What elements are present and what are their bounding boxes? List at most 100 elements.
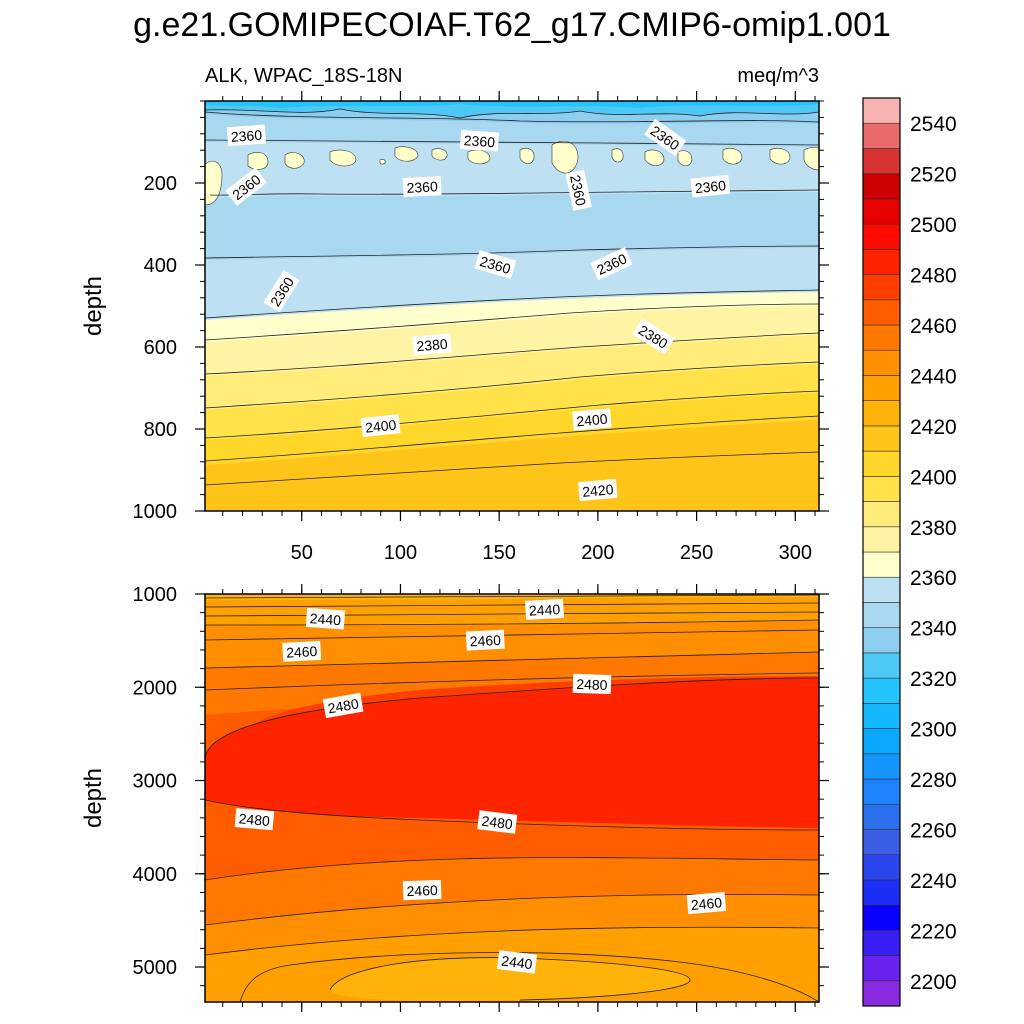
colorbar: 2200 2220 2240 2260 2280 2300 2320 2340 2360 2380… [862, 97, 957, 1007]
contour-label-bg [590, 247, 633, 281]
x-tick-label: 50 [291, 542, 313, 564]
colorbar-swatch [862, 450, 901, 477]
contour-label: 2460 [402, 879, 442, 901]
colorbar-swatch [862, 274, 901, 301]
colorbar-tick-label: 2520 [910, 164, 957, 187]
colorbar-tick-label: 2200 [910, 971, 957, 994]
contour-label-text: 2360 [463, 132, 495, 150]
colorbar-swatch [862, 501, 901, 528]
colorbar-swatch [862, 425, 901, 452]
contour-label: 2420 [578, 478, 618, 502]
colorbar-swatch [862, 728, 901, 755]
lower-plot-frame [204, 593, 820, 1003]
x-tick-label: 200 [581, 542, 614, 564]
contour-label: 2440 [305, 607, 346, 630]
y-tick-label: 1000 [133, 501, 178, 523]
contour-label: 2360 [226, 124, 267, 147]
contour-label-bg [234, 808, 275, 831]
upper-y-axis: 200 400 600 800 1000 [133, 100, 829, 523]
contour-label-text: 2380 [416, 336, 449, 355]
x-tick-label: 250 [680, 542, 713, 564]
contour-label-bg [402, 879, 442, 901]
contour-label-text: 2440 [529, 601, 561, 619]
contour-label: 2460 [282, 640, 322, 662]
colorbar-swatch [862, 576, 901, 603]
contour-label-bg [360, 414, 401, 438]
contour-label: 2360 [590, 247, 633, 281]
contour-label-bg [525, 598, 565, 620]
contour-label-text: 2360 [230, 127, 262, 145]
contour-label-text: 2480 [326, 695, 360, 716]
contour-label-bg [322, 692, 364, 719]
y-tick-label: 600 [144, 337, 177, 359]
colorbar-tick-label: 2260 [910, 819, 957, 842]
y-tick-label: 1000 [133, 584, 178, 606]
colorbar-swatch [862, 627, 901, 654]
contour-label-text: 2480 [576, 676, 608, 693]
contour-label-bg [572, 408, 612, 431]
colorbar-swatch [862, 803, 901, 830]
colorbar-swatch [862, 602, 901, 628]
contour-label-text: 2360 [406, 178, 438, 196]
contour-label: 2480 [322, 692, 364, 719]
upper-x-axis: 50 100 150 200 250 300 [222, 91, 816, 564]
colorbar-swatch [862, 526, 901, 553]
colorbar-swatch [862, 400, 901, 427]
x-tick-label: 300 [779, 542, 812, 564]
contour-label-text: 2460 [406, 882, 438, 899]
contour-label-bg [282, 640, 322, 662]
contour-label-bg [686, 891, 727, 915]
colorbar-tick-label: 2360 [910, 567, 957, 590]
contour-label-bg [412, 333, 452, 356]
contour-label: 2480 [572, 673, 612, 695]
contour-label-text: 2480 [238, 810, 271, 829]
contour-label: 2360 [402, 176, 442, 198]
contour-label-bg [263, 270, 300, 313]
contour-label-bg [474, 250, 517, 279]
contour-label: 2440 [496, 950, 538, 974]
colorbar-tick-label: 2240 [910, 870, 957, 893]
lower-contour-labels: 2440 2440 2460 2460 2480 2480 2480 2480 2460 2460… [234, 598, 727, 974]
contour-label-text: 2440 [309, 610, 341, 628]
contour-label: 2360 [565, 169, 592, 211]
colorbar-swatch [862, 551, 901, 578]
contour-label: 2400 [360, 414, 401, 438]
colorbar-tick-label: 2300 [910, 719, 957, 742]
colorbar-tick-label: 2320 [910, 668, 957, 691]
x-tick-label: 100 [384, 542, 417, 564]
colorbar-tick-label: 2540 [910, 113, 957, 136]
colorbar-swatch [862, 955, 901, 982]
upper-y-axis-title: depth [80, 276, 107, 336]
contour-label: 2480 [234, 808, 275, 831]
contour-label-text: 2360 [694, 177, 727, 196]
units-label: meq/m^3 [737, 65, 819, 87]
y-tick-label: 5000 [133, 957, 178, 979]
contour-label-text: 2460 [469, 632, 501, 650]
colorbar-swatch [862, 854, 901, 881]
colorbar-swatch [862, 652, 901, 679]
contour-label-bg [459, 129, 500, 152]
contour-label: 2460 [686, 891, 727, 915]
x-tick-label: 150 [482, 542, 515, 564]
y-tick-label: 3000 [133, 771, 178, 793]
contour-label-bg [572, 673, 612, 695]
contour-label-text: 2460 [286, 643, 318, 661]
colorbar-swatch [862, 299, 901, 326]
y-tick-label: 4000 [133, 864, 178, 886]
colorbar-swatch [862, 753, 901, 780]
colorbar-swatch [862, 97, 901, 124]
colorbar-tick-label: 2220 [910, 920, 957, 943]
contour-label-text: 2480 [481, 813, 514, 833]
colorbar-swatch [862, 703, 901, 729]
chart-title: g.e21.GOMIPECOIAF.T62_g17.CMIP6-omip1.00… [133, 6, 891, 44]
lower-y-axis: 1000 2000 3000 4000 5000 [133, 584, 829, 987]
y-tick-label: 200 [144, 173, 177, 195]
lower-y-axis-title: depth [80, 768, 107, 828]
contour-label-bg [225, 167, 267, 206]
colorbar-swatch [862, 778, 901, 805]
colorbar-swatch [862, 122, 901, 149]
lower-x-axis [222, 584, 816, 1012]
